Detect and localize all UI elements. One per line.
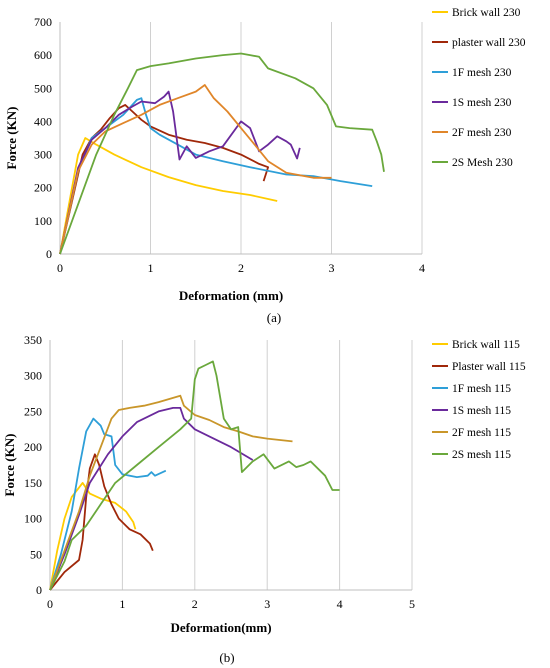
series-line-1f-mesh-115: [49, 417, 167, 591]
series-line-2f-mesh-230: [59, 84, 332, 255]
chart-a: 0 100 200 300 400 500 600 700 0 1 2 3 4 Deformation (…: [4, 7, 526, 325]
series-line-brick-wall-230: [59, 137, 278, 255]
y-tick-label: 300: [24, 369, 42, 383]
y-tick-label: 300: [34, 148, 52, 162]
y-tick-label: 100: [24, 512, 42, 526]
legend-label: 1F mesh 115: [452, 383, 511, 395]
y-tick-label: 0: [36, 583, 42, 597]
legend-label: 2S Mesh 230: [452, 157, 513, 169]
legend-label: 2F mesh 115: [452, 427, 511, 439]
x-tick-label: 2: [238, 261, 244, 275]
x-tick-label: 2: [192, 597, 198, 611]
series-line-1s-mesh-115: [49, 407, 254, 591]
y-tick-label: 600: [34, 48, 52, 62]
legend-label: 2S mesh 115: [452, 449, 511, 461]
x-tick-label: 3: [264, 597, 270, 611]
y-tick-label: 500: [34, 81, 52, 95]
x-tick-label: 0: [57, 261, 63, 275]
figure-caption: (a): [267, 310, 281, 325]
legend-label: Brick wall 230: [452, 7, 521, 19]
y-tick-label: 100: [34, 214, 52, 228]
legend-label: Brick wall 115: [452, 339, 520, 351]
x-tick-label: 1: [119, 597, 125, 611]
series-line-plaster-wall-115: [49, 453, 154, 591]
legend-label: Plaster wall 115: [452, 361, 526, 373]
x-tick-label: 0: [47, 597, 53, 611]
legend-label: 1F mesh 230: [452, 67, 512, 79]
y-axis-label: Force (KN): [4, 107, 19, 170]
chart-b: 0 50 100 150 200 250 300 350 0 1 2 3 4 5 Deformation(m…: [2, 333, 526, 665]
legend-label: 2F mesh 230: [452, 127, 512, 139]
legend-label: 1S mesh 230: [452, 97, 512, 109]
y-axis-label: Force (KN): [2, 434, 17, 497]
y-tick-label: 400: [34, 114, 52, 128]
y-tick-label: 150: [24, 476, 42, 490]
y-tick-label: 200: [24, 440, 42, 454]
y-tick-label: 200: [34, 181, 52, 195]
x-axis-label: Deformation(mm): [170, 620, 271, 635]
series-line-brick-wall-115: [49, 482, 137, 591]
x-tick-label: 4: [337, 597, 343, 611]
x-tick-label: 1: [148, 261, 154, 275]
series-line-2s-mesh-230: [59, 52, 385, 255]
y-tick-label: 350: [24, 333, 42, 347]
y-tick-label: 0: [46, 247, 52, 261]
series-line-2s-mesh-115: [49, 360, 340, 591]
x-tick-label: 3: [329, 261, 335, 275]
x-axis-label: Deformation (mm): [179, 288, 283, 303]
legend-label: plaster wall 230: [452, 37, 526, 49]
series-line-1s-mesh-230: [59, 90, 301, 255]
x-tick-label: 4: [419, 261, 425, 275]
figure-caption: (b): [219, 650, 234, 665]
y-tick-label: 50: [30, 547, 42, 561]
x-tick-label: 5: [409, 597, 415, 611]
legend-label: 1S mesh 115: [452, 405, 511, 417]
y-tick-label: 250: [24, 404, 42, 418]
y-tick-label: 700: [34, 15, 52, 29]
